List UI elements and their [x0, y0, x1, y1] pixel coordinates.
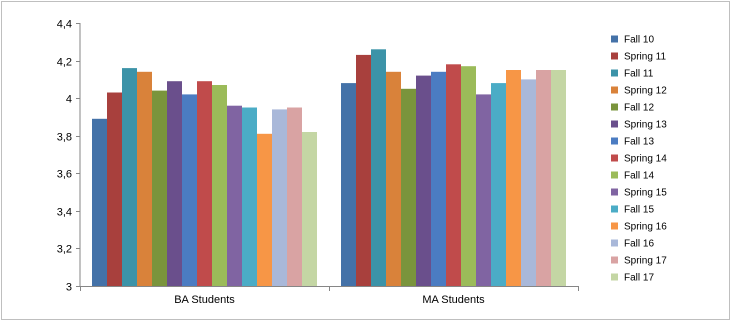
legend-swatch	[611, 256, 618, 264]
bar	[386, 71, 401, 286]
bar	[461, 66, 476, 286]
y-tick-label: 3,6	[57, 169, 72, 181]
legend-label: Spring 16	[624, 222, 667, 233]
legend-swatch	[611, 137, 618, 145]
y-tick-label: 4	[66, 94, 72, 106]
y-tick-label: 3,2	[57, 244, 72, 256]
legend-swatch	[611, 154, 618, 162]
bar	[152, 90, 167, 286]
legend-swatch	[611, 86, 618, 94]
legend-label: Fall 15	[624, 205, 654, 216]
bar	[137, 71, 152, 286]
legend-label: Spring 14	[624, 154, 667, 165]
bar	[272, 109, 287, 287]
legend-swatch	[611, 69, 618, 77]
legend-label: Spring 17	[624, 256, 667, 267]
bar	[521, 79, 536, 287]
bar	[227, 105, 242, 286]
legend-label: Spring 11	[624, 52, 667, 63]
legend-label: Fall 11	[624, 69, 654, 80]
legend-label: Fall 10	[624, 35, 654, 46]
bar	[416, 75, 431, 286]
legend-swatch	[611, 171, 618, 179]
y-tick-label: 3,4	[57, 207, 72, 219]
bar	[341, 83, 356, 286]
bar	[551, 70, 566, 286]
bar	[446, 64, 461, 286]
legend-label: Fall 12	[624, 103, 654, 114]
legend-label: Fall 14	[624, 171, 654, 182]
y-tick-label: 3,8	[57, 132, 72, 144]
x-category-label: BA Students	[174, 294, 235, 306]
legend-swatch	[611, 239, 618, 247]
legend-swatch	[611, 188, 618, 196]
legend-swatch	[611, 103, 618, 111]
bar	[197, 81, 212, 286]
legend-label: Fall 17	[624, 273, 654, 284]
legend-swatch	[611, 120, 618, 128]
legend-swatch	[611, 222, 618, 230]
bar	[536, 70, 551, 286]
legend-label: Spring 12	[624, 86, 667, 97]
bar	[167, 81, 182, 286]
bar	[182, 94, 197, 287]
legend-swatch	[611, 35, 618, 43]
bar	[491, 83, 506, 286]
bar	[371, 49, 386, 286]
legend-swatch	[611, 273, 618, 281]
bar	[356, 54, 371, 287]
bar	[401, 88, 416, 286]
legend-label: Fall 13	[624, 137, 654, 148]
bar	[92, 118, 107, 286]
bar	[302, 132, 317, 286]
bar	[287, 107, 302, 286]
y-tick-label: 3	[66, 282, 72, 294]
bar	[242, 107, 257, 286]
legend-label: Fall 16	[624, 239, 654, 250]
x-category-label: MA Students	[422, 294, 485, 306]
bar	[476, 94, 491, 287]
bar	[212, 85, 227, 286]
bar	[431, 71, 446, 286]
bar	[107, 92, 122, 286]
legend-swatch	[611, 52, 618, 60]
legend-label: Spring 13	[624, 120, 667, 131]
legend-swatch	[611, 205, 618, 213]
bar	[122, 68, 137, 286]
legend-label: Spring 15	[624, 188, 667, 199]
bar	[257, 133, 272, 286]
y-tick-label: 4,2	[57, 57, 72, 69]
y-tick-label: 4,4	[57, 19, 72, 31]
bar	[506, 70, 521, 286]
